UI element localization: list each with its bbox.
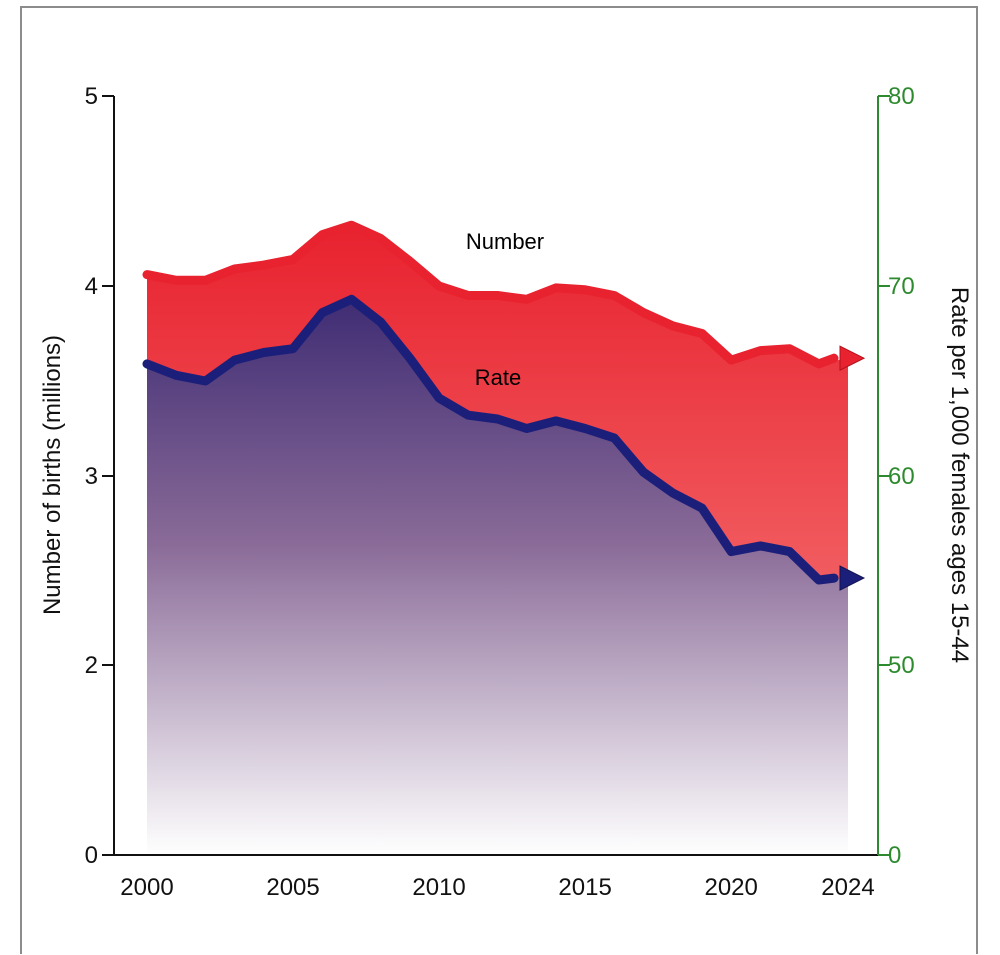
rate-line [142,294,839,585]
left-axis-title: Number of births (millions) [39,335,66,615]
right-tick-label: 50 [888,652,915,679]
right-tick-label: 80 [888,83,915,110]
number-line [142,220,839,369]
number-arrowhead [839,345,866,372]
series-label-rate: Rate [475,365,521,390]
x-tick-label: 2005 [266,874,319,901]
x-tick-label: 2000 [120,874,173,901]
right-tick-label: 0 [888,842,901,869]
chart-frame [20,6,978,954]
x-tick-label: 2020 [704,874,757,901]
left-tick-label: 5 [85,83,98,110]
series-label-number: Number [466,229,544,254]
rate-area [147,299,848,855]
left-tick-label: 4 [85,273,98,300]
rate-arrowhead [839,565,866,591]
right-tick-label: 70 [888,273,915,300]
left-tick-label: 0 [85,842,98,869]
x-tick-label: 2024 [821,874,874,901]
left-tick-label: 2 [85,652,98,679]
right-tick-label: 60 [888,463,915,490]
right-axis-title: Rate per 1,000 females ages 15-44 [946,287,973,663]
x-tick-label: 2015 [558,874,611,901]
left-tick-label: 3 [85,463,98,490]
x-tick-label: 2010 [412,874,465,901]
